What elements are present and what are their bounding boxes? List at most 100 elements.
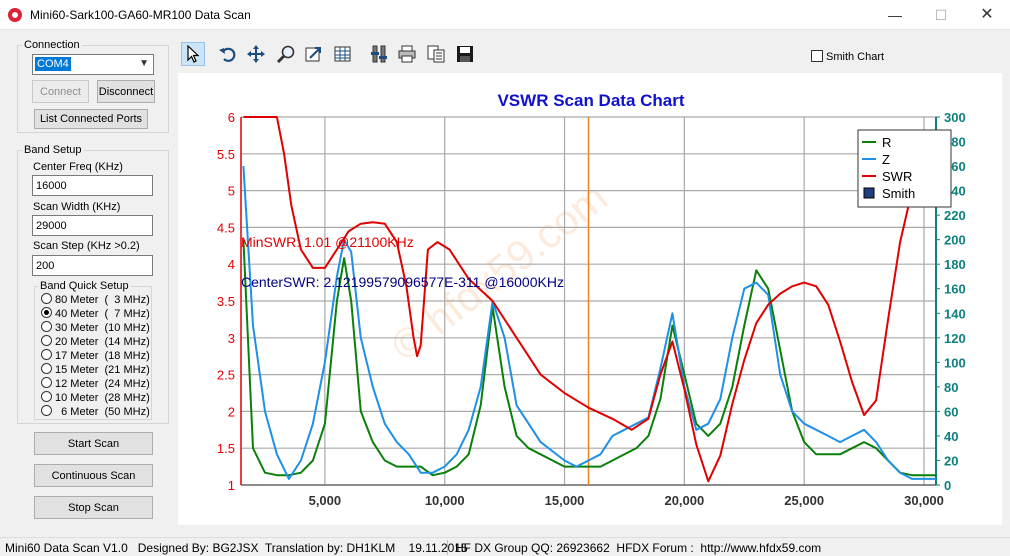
smith-chart-checkbox xyxy=(811,50,823,62)
band-30m-label: 30 Meter (10 MHz) xyxy=(55,322,150,334)
port-select[interactable]: COM4 ▼ xyxy=(32,54,154,75)
scan-width-label: Scan Width (KHz) xyxy=(33,201,121,213)
band-6m-label: 6 Meter (50 MHz) xyxy=(55,406,150,418)
legend-smith-label: Smith xyxy=(882,186,915,201)
y-right-tick-label: 180 xyxy=(944,257,966,272)
band-radio-15m[interactable]: 15 Meter (21 MHz) xyxy=(41,363,150,377)
y-right-tick-label: 40 xyxy=(944,429,958,444)
x-tick-label: 25,000 xyxy=(784,493,824,508)
legend-z-label: Z xyxy=(882,152,890,167)
y-right-tick-label: 60 xyxy=(944,404,958,419)
band-10m-label: 10 Meter (28 MHz) xyxy=(55,392,150,404)
export-icon[interactable] xyxy=(302,42,326,66)
y-right-tick-label: 220 xyxy=(944,208,966,223)
band-40m-label: 40 Meter ( 7 MHz) xyxy=(55,308,150,320)
minimize-button[interactable]: — xyxy=(888,7,902,23)
data-table-icon[interactable] xyxy=(330,42,354,66)
y-left-tick-label: 3.5 xyxy=(217,294,235,309)
continuous-scan-button[interactable]: Continuous Scan xyxy=(34,464,153,487)
radio-80m-circle xyxy=(41,293,52,304)
smith-chart-toggle[interactable]: Smith Chart xyxy=(811,50,884,63)
radio-12m-circle xyxy=(41,377,52,388)
x-tick-label: 10,000 xyxy=(425,493,465,508)
x-tick-label: 5,000 xyxy=(309,493,342,508)
connection-group xyxy=(17,45,169,133)
y-right-tick-label: 0 xyxy=(944,478,951,493)
y-left-tick-label: 3 xyxy=(228,331,235,346)
radio-40m-circle xyxy=(41,307,52,318)
band-12m-label: 12 Meter (24 MHz) xyxy=(55,378,150,390)
band-setup-label: Band Setup xyxy=(22,144,84,156)
stop-scan-button[interactable]: Stop Scan xyxy=(34,496,153,519)
pointer-icon[interactable] xyxy=(181,42,205,66)
print-icon[interactable] xyxy=(395,42,419,66)
list-ports-button[interactable]: List Connected Ports xyxy=(34,109,148,129)
status-forum: HF DX Group QQ: 26923662 HFDX Forum : ht… xyxy=(455,541,822,555)
y-right-tick-label: 100 xyxy=(944,355,966,370)
y-left-tick-label: 2.5 xyxy=(217,368,235,383)
y-left-tick-label: 1.5 xyxy=(217,441,235,456)
start-scan-button[interactable]: Start Scan xyxy=(34,432,153,455)
radio-10m-circle xyxy=(41,391,52,402)
scan-step-input[interactable] xyxy=(32,255,153,276)
series-swr-line xyxy=(243,116,937,483)
chart-toolbar: Smith Chart xyxy=(178,38,1002,72)
center-freq-input[interactable] xyxy=(32,175,153,196)
y-left-tick-label: 2 xyxy=(228,404,235,419)
band-radio-17m[interactable]: 17 Meter (18 MHz) xyxy=(41,349,150,363)
window-title: Mini60-Sark100-GA60-MR100 Data Scan xyxy=(30,8,251,22)
band-20m-label: 20 Meter (14 MHz) xyxy=(55,336,150,348)
y-left-tick-label: 5.5 xyxy=(217,147,235,162)
y-left-tick-label: 4.5 xyxy=(217,220,235,235)
band-15m-label: 15 Meter (21 MHz) xyxy=(55,364,150,376)
band-radio-20m[interactable]: 20 Meter (14 MHz) xyxy=(41,335,150,349)
y-right-tick-label: 160 xyxy=(944,282,966,297)
band-quick-setup-label: Band Quick Setup xyxy=(38,280,131,292)
band-radio-80m[interactable]: 80 Meter ( 3 MHz) xyxy=(41,293,150,307)
y-right-tick-label: 140 xyxy=(944,306,966,321)
band-80m-label: 80 Meter ( 3 MHz) xyxy=(55,294,150,306)
connection-label: Connection xyxy=(22,39,82,51)
close-button[interactable]: ✕ xyxy=(980,6,994,23)
y-left-tick-label: 1 xyxy=(228,478,235,493)
min-swr-annotation: MinSWR: 1.01 @21100KHz xyxy=(241,234,414,250)
x-tick-label: 30,000 xyxy=(904,493,944,508)
legend-swr-label: SWR xyxy=(882,169,912,184)
band-radio-12m[interactable]: 12 Meter (24 MHz) xyxy=(41,377,150,391)
scan-step-label: Scan Step (KHz >0.2) xyxy=(33,240,140,252)
chart-watermark: © hfdx59.com xyxy=(382,173,616,370)
center-freq-label: Center Freq (KHz) xyxy=(33,161,123,173)
band-radio-40m[interactable]: 40 Meter ( 7 MHz) xyxy=(41,307,150,321)
settings-icon[interactable] xyxy=(367,42,391,66)
y-right-tick-label: 300 xyxy=(944,110,966,125)
undo-icon[interactable] xyxy=(216,42,240,66)
radio-30m-circle xyxy=(41,321,52,332)
disconnect-button[interactable]: Disconnect xyxy=(97,80,155,103)
series-z-line xyxy=(242,166,936,480)
status-separator xyxy=(447,540,448,555)
x-tick-label: 15,000 xyxy=(545,493,585,508)
zoom-icon[interactable] xyxy=(274,42,298,66)
band-radio-10m[interactable]: 10 Meter (28 MHz) xyxy=(41,391,150,405)
legend-smith-swatch xyxy=(863,187,875,199)
x-tick-label: 20,000 xyxy=(664,493,704,508)
maximize-button[interactable]: ☐ xyxy=(934,7,948,23)
chart-legend: RZ SWR Smith xyxy=(857,129,952,208)
band-setup-group xyxy=(17,150,169,424)
status-bar: Mini60 Data Scan V1.0 Designed By: BG2JS… xyxy=(0,537,1010,556)
connect-button[interactable]: Connect xyxy=(32,80,89,103)
band-radio-30m[interactable]: 30 Meter (10 MHz) xyxy=(41,321,150,335)
y-left-tick-label: 5 xyxy=(228,184,235,199)
y-right-tick-label: 80 xyxy=(944,380,958,395)
smith-chart-label: Smith Chart xyxy=(826,51,885,63)
chart-panel: VSWR Scan Data Chart © hfdx59.com 1 1.5 2 2… xyxy=(178,73,1002,525)
scan-width-input[interactable] xyxy=(32,215,153,236)
save-icon[interactable] xyxy=(453,42,477,66)
move-icon[interactable] xyxy=(244,42,268,66)
radio-6m-circle xyxy=(41,405,52,416)
vswr-chart[interactable]: VSWR Scan Data Chart © hfdx59.com 11.522… xyxy=(178,73,1002,525)
band-radio-6m[interactable]: 6 Meter (50 MHz) xyxy=(41,405,150,419)
radio-20m-circle xyxy=(41,335,52,346)
port-select-value: COM4 xyxy=(35,57,71,71)
copy-icon[interactable] xyxy=(424,42,448,66)
